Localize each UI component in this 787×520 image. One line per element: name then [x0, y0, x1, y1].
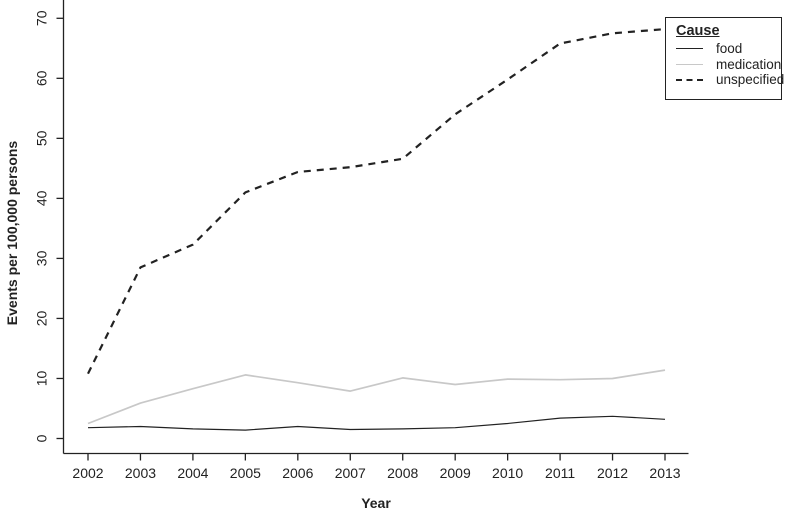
- legend-title: Cause: [676, 23, 720, 39]
- series-line-medication: [87, 369, 666, 425]
- x-tick-label: 2012: [597, 465, 628, 481]
- legend-item-medication: medication: [676, 57, 781, 73]
- x-tick-label: 2004: [177, 465, 208, 481]
- food-line-sample: [676, 48, 703, 50]
- y-tick-label: 50: [34, 130, 50, 146]
- y-tick-label: 60: [34, 70, 50, 86]
- x-tick-label: 2002: [72, 465, 103, 481]
- y-tick-label: 70: [34, 10, 50, 26]
- y-tick-label: 30: [34, 250, 50, 266]
- y-tick-label: 10: [34, 370, 50, 386]
- x-axis-title: Year: [361, 495, 391, 511]
- x-tick-label: 2003: [125, 465, 156, 481]
- x-tick-label: 2011: [545, 465, 575, 481]
- y-tick-label: 40: [34, 190, 50, 206]
- legend-label-medication: medication: [716, 56, 782, 72]
- x-tick-label: 2007: [335, 465, 366, 481]
- x-tick-label: 2008: [387, 465, 418, 481]
- x-tick-label: 2006: [282, 465, 313, 481]
- x-tick-label: 2005: [230, 465, 261, 481]
- legend-label-unspecified: unspecified: [716, 72, 785, 88]
- x-tick-label: 2010: [492, 465, 523, 481]
- legend-item-food: food: [676, 41, 781, 57]
- y-tick-label: 20: [34, 310, 50, 326]
- unspecified-line-sample: [676, 78, 703, 81]
- x-tick-label: 2009: [440, 465, 471, 481]
- legend-label-food: food: [716, 41, 743, 57]
- series-line-unspecified: [87, 28, 666, 375]
- legend-item-unspecified: unspecified: [676, 72, 785, 88]
- y-axis-title: Events per 100,000 persons: [4, 140, 20, 326]
- x-tick-label: 2013: [649, 465, 680, 481]
- y-tick-label: 0: [34, 434, 50, 442]
- legend: Cause food medication unspecified: [665, 17, 785, 100]
- medication-line-sample: [676, 63, 703, 65]
- series-line-food: [87, 415, 666, 431]
